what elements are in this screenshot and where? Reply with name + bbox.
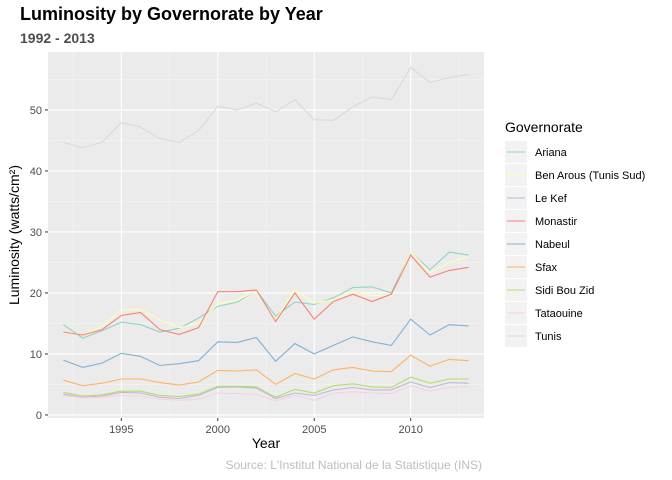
legend-label: Ariana	[535, 147, 568, 159]
y-axis-ticks: 0 10 20 30 40 50	[30, 105, 48, 422]
legend-label: Sidi Bou Zid	[535, 285, 594, 297]
y-axis-title: Luminosity (watts/cm²)	[6, 165, 22, 305]
series-line-monastir	[63, 254, 469, 336]
legend-label: Nabeul	[535, 239, 570, 251]
chart-caption: Source: L'Institut National de la Statis…	[225, 458, 482, 472]
gridlines	[48, 52, 484, 418]
legend-label: Sfax	[535, 262, 558, 274]
series-line-sfax	[63, 354, 469, 387]
y-tick-label: 30	[30, 227, 42, 239]
legend-title: Governorate	[505, 119, 583, 135]
legend-label: Tataouine	[535, 308, 583, 320]
legend-label: Monastir	[535, 216, 578, 228]
series-line-tataouine	[63, 385, 469, 402]
x-tick-label: 2005	[302, 424, 326, 436]
x-tick-label: 2010	[398, 424, 422, 436]
series-line-le-kef	[63, 381, 469, 400]
y-tick-label: 40	[30, 166, 42, 178]
x-axis-ticks: 1995 2000 2005 2010	[109, 418, 423, 436]
legend: Ariana Ben Arous (Tunis Sud) Le Kef Monasti…	[505, 141, 645, 347]
chart-title: Luminosity by Governorate by Year	[20, 4, 323, 24]
x-tick-label: 2000	[206, 424, 230, 436]
series-lines	[63, 66, 469, 402]
chart-subtitle: 1992 - 2013	[20, 30, 95, 46]
series-line-tunis	[63, 66, 469, 149]
x-axis-title: Year	[252, 435, 281, 451]
legend-label: Le Kef	[535, 193, 568, 205]
series-line-nabeul	[63, 318, 469, 368]
series-line-sidi-bou-zid	[63, 376, 469, 398]
x-tick-label: 1995	[109, 424, 133, 436]
y-tick-label: 10	[30, 349, 42, 361]
y-tick-label: 20	[30, 288, 42, 300]
legend-label: Tunis	[535, 331, 562, 343]
y-tick-label: 50	[30, 105, 42, 117]
legend-label: Ben Arous (Tunis Sud)	[535, 170, 645, 182]
y-tick-label: 0	[36, 410, 42, 422]
